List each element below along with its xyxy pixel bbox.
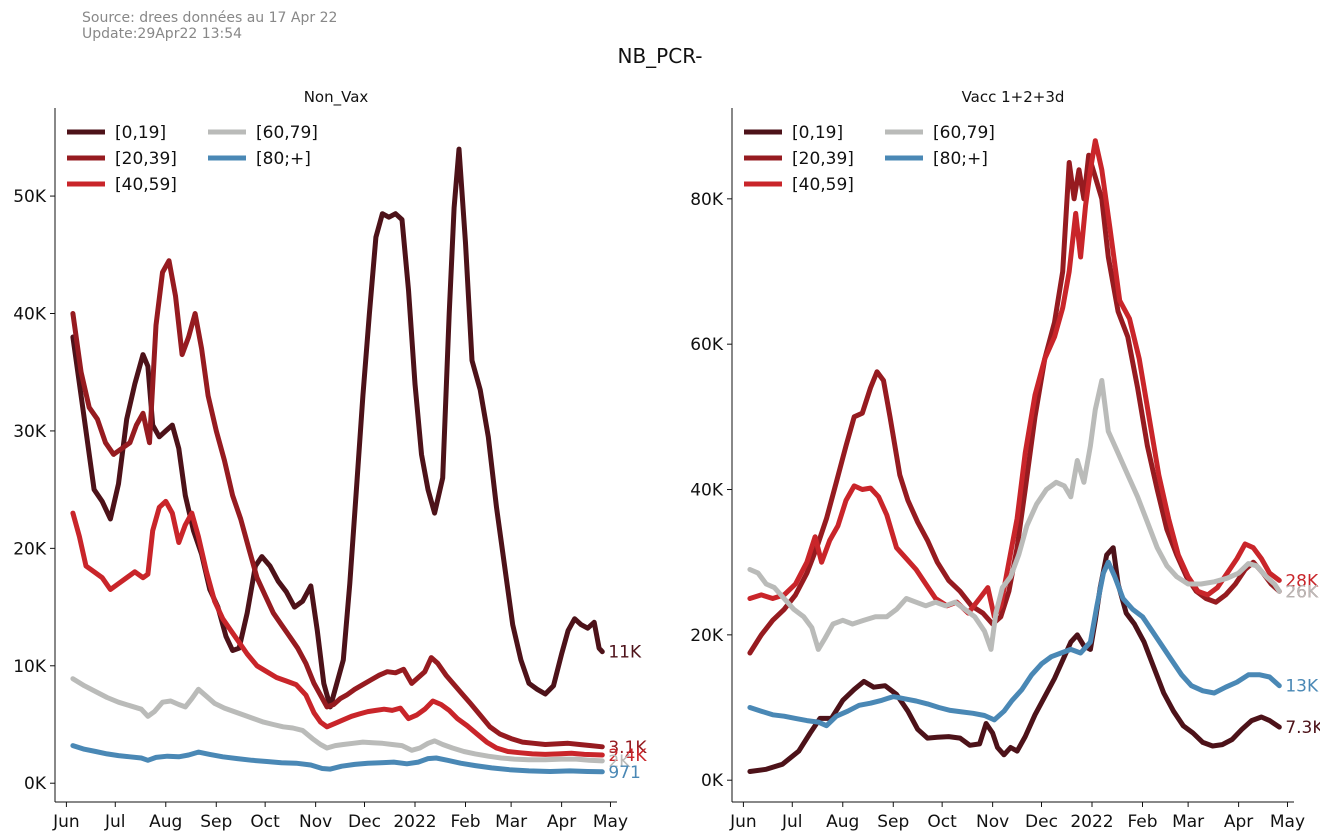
end-value-label: 26K <box>1285 582 1319 602</box>
chart-panel-2: Vacc 1+2+3d 0K 20K 40K 60K 80K Jun Jul Aug Sep Oct… <box>690 88 1320 832</box>
legend-label: [40,59] <box>792 175 854 195</box>
x-tick-label: Apr <box>547 812 576 832</box>
source-note: Source: drees données au 17 Apr 22 Updat… <box>82 10 337 42</box>
y-tick-label: 60K <box>690 335 724 355</box>
y-tick-label: 30K <box>13 422 47 442</box>
legend-label: [80;+] <box>256 149 311 169</box>
series-line-80 <box>70 743 605 775</box>
end-value-label: 2K <box>608 752 631 772</box>
x-tick-label: Jun <box>52 812 80 832</box>
series-line-40-59 <box>70 498 605 758</box>
end-value-label: 971 <box>608 763 640 783</box>
series-line-0-19 <box>70 146 605 710</box>
end-value-label: 11K <box>608 643 642 663</box>
x-tick-label: Feb <box>450 812 480 832</box>
legend-label: [60,79] <box>933 123 995 143</box>
y-tick-label: 0K <box>24 774 47 794</box>
figure-title: NB_PCR- <box>617 44 703 68</box>
y-tick-label: 20K <box>690 626 724 646</box>
series-line-20-39 <box>747 152 1282 656</box>
legend: [0,19] [20,39] [40,59] [60,79] [80;+] <box>744 123 995 195</box>
series-line-40-59 <box>747 138 1282 620</box>
x-tick-label: 2022 <box>393 812 436 832</box>
x-tick-label: Feb <box>1127 812 1157 832</box>
x-tick-label: Sep <box>877 812 909 832</box>
source-line: Source: drees données au 17 Apr 22 <box>82 10 338 26</box>
legend: [0,19] [20,39] [40,59] [60,79] [80;+] <box>67 123 318 195</box>
legend-label: [20,39] <box>792 149 854 169</box>
legend-label: [80;+] <box>933 149 988 169</box>
series-line-80 <box>747 559 1282 729</box>
series-line-60-79 <box>747 378 1282 652</box>
end-value-label: 13K <box>1285 677 1319 697</box>
update-line: Update:29Apr22 13:54 <box>82 26 243 42</box>
x-tick-label: Nov <box>299 812 332 832</box>
y-tick-label: 50K <box>13 187 47 207</box>
panel-title: Non_Vax <box>304 88 369 107</box>
y-tick-label: 80K <box>690 190 724 210</box>
legend-label: [40,59] <box>115 175 177 195</box>
legend-label: [60,79] <box>256 123 318 143</box>
end-value-label: 2.4K <box>608 746 647 766</box>
y-tick-label: 10K <box>13 657 47 677</box>
x-tick-label: May <box>1270 812 1305 832</box>
end-value-label: 28K <box>1285 571 1319 591</box>
y-tick-label: 40K <box>690 481 724 501</box>
x-tick-label: Dec <box>1025 812 1058 832</box>
x-tick-label: 2022 <box>1070 812 1113 832</box>
series-line-60-79 <box>70 676 605 764</box>
end-value-label: 3.1K <box>608 738 647 758</box>
end-value-label: 26K <box>1285 582 1319 602</box>
x-tick-label: May <box>593 812 628 832</box>
series-line-20-39 <box>70 258 605 750</box>
series-line-0-19 <box>747 545 1282 774</box>
panel-title: Vacc 1+2+3d <box>962 88 1065 106</box>
x-tick-label: Nov <box>976 812 1009 832</box>
x-tick-label: Jun <box>729 812 757 832</box>
y-tick-label: 40K <box>13 304 47 324</box>
x-tick-label: Aug <box>826 812 859 832</box>
x-tick-label: Apr <box>1224 812 1253 832</box>
y-tick-label: 0K <box>701 771 724 791</box>
legend-label: [0,19] <box>792 123 843 143</box>
y-tick-label: 20K <box>13 539 47 559</box>
legend-label: [0,19] <box>115 123 166 143</box>
chart-panel-1: Non_Vax 0K 10K 20K 30K 40K 50K Jun Jul Aug Sep Oct N… <box>13 88 647 832</box>
x-tick-label: Oct <box>250 812 280 832</box>
x-tick-label: Mar <box>495 812 527 832</box>
x-tick-label: Jul <box>781 812 803 832</box>
x-tick-label: Jul <box>104 812 126 832</box>
end-value-label: 7.3K <box>1285 718 1320 738</box>
x-tick-label: Aug <box>149 812 182 832</box>
x-tick-label: Sep <box>200 812 232 832</box>
legend-label: [20,39] <box>115 149 177 169</box>
x-tick-label: Dec <box>348 812 381 832</box>
x-tick-label: Mar <box>1172 812 1204 832</box>
x-tick-label: Oct <box>927 812 957 832</box>
